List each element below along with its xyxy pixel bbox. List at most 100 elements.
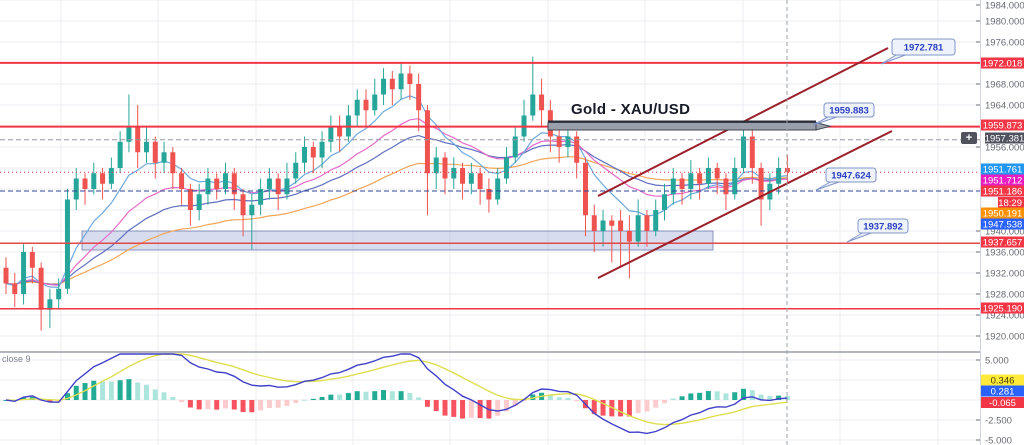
macd-hist-bar: [64, 393, 70, 400]
candle-body: [117, 141, 123, 168]
macd-hist-bar: [451, 400, 457, 417]
candle-body: [363, 99, 369, 111]
candle: [337, 115, 343, 153]
macd-hist-bar: [381, 390, 387, 400]
candle: [363, 89, 369, 126]
macd-hist-bar: [205, 400, 211, 410]
macd-hist-bar: [302, 399, 308, 401]
candle-body: [108, 168, 114, 184]
macd-hist-bar: [56, 400, 62, 403]
candle: [249, 194, 255, 250]
candle-body: [73, 178, 79, 200]
candle-body: [389, 78, 395, 90]
candle-body: [249, 204, 255, 216]
ma-line-dark-blue: [5, 134, 788, 286]
macd-hist-bar: [521, 400, 527, 401]
supply-zone-band[interactable]: [547, 120, 832, 131]
candle: [442, 152, 448, 195]
macd-hist-bar: [618, 400, 624, 417]
demand-zone-rectangle[interactable]: [81, 230, 714, 251]
callout-box: [857, 218, 909, 234]
candle: [187, 183, 193, 226]
price-label-text: 1951.186: [983, 187, 1023, 198]
candle: [231, 168, 237, 210]
candle: [433, 147, 439, 189]
candle: [170, 147, 176, 189]
candle: [749, 128, 755, 184]
candle-body: [442, 157, 448, 179]
axis-tick-label: 1932.000: [985, 269, 1024, 280]
macd-hist-bar: [714, 391, 720, 400]
candle: [679, 173, 685, 205]
candle: [565, 126, 571, 158]
candle-body: [539, 94, 545, 111]
plus-button-box: [961, 132, 977, 144]
price-label-box: [981, 236, 1024, 248]
macd-hist-bar: [223, 400, 228, 409]
trend-channel-lower-line[interactable]: [597, 130, 893, 279]
price-callout-1959-883[interactable]: 1959.883: [812, 102, 875, 126]
candle: [135, 105, 141, 168]
macd-hist-bar: [697, 392, 703, 400]
candle-body: [152, 141, 158, 163]
macd-hist-bar: [275, 400, 281, 408]
macd-hist-bar: [231, 400, 237, 410]
price-axis-label: 1950.191: [981, 207, 1024, 220]
price-axis[interactable]: 1984.000 1980.000 1976.000 1968.000 1964.000…: [976, 0, 1024, 445]
candle-body: [697, 173, 703, 184]
price-label-text: 1937.657: [983, 238, 1023, 249]
candle-body: [758, 168, 764, 200]
candle: [82, 173, 88, 205]
candle: [91, 162, 97, 195]
axis-tick-label: 1928.000: [985, 290, 1024, 301]
price-label-box: [981, 218, 1024, 230]
macd-hist-bar: [732, 392, 738, 400]
candle-body: [82, 178, 88, 189]
candle: [161, 141, 167, 174]
add-alert-plus-button[interactable]: +: [961, 132, 977, 144]
indicator-params-label[interactable]: close 9: [2, 354, 31, 364]
candle-body: [582, 162, 588, 216]
candle-body: [600, 220, 606, 231]
macd-hist-bar: [117, 380, 123, 400]
price-label-text: 1972.018: [983, 59, 1023, 70]
candle-body: [231, 173, 237, 195]
axis-tick-label: 1940.000: [985, 227, 1024, 238]
candle: [723, 173, 729, 210]
candle-body: [12, 283, 18, 294]
price-callout-1947-624[interactable]: 1947.624: [815, 167, 877, 191]
candle-body: [618, 220, 624, 231]
candlestick-series: [3, 56, 790, 331]
price-label-box: [981, 374, 1024, 386]
macd-hist-bar: [424, 400, 430, 407]
candle-body: [626, 231, 632, 242]
candle: [556, 127, 562, 163]
price-callout-1972-781[interactable]: 1972.781: [880, 38, 956, 65]
macd-hist-bar: [767, 396, 773, 400]
candle: [152, 136, 158, 179]
candle-body: [512, 136, 518, 158]
axis-tick-label: 1980.000: [985, 17, 1024, 28]
axis-tick-label: 1968.000: [985, 80, 1024, 91]
candle: [117, 131, 123, 174]
candle: [582, 157, 588, 237]
candle-body: [776, 168, 782, 184]
candle: [705, 157, 711, 189]
macd-hist-bar: [319, 396, 325, 400]
macd-hist-bar: [741, 388, 747, 400]
candle: [407, 65, 413, 100]
candle-body: [591, 215, 597, 231]
macd-hist-bar: [644, 400, 650, 412]
price-label-text: 1959.873: [983, 121, 1023, 132]
macd-hist-bar: [47, 400, 53, 403]
candle: [73, 168, 79, 210]
price-callout-1937-892[interactable]: 1937.892: [846, 218, 909, 243]
candle: [530, 56, 536, 121]
macd-hist-bar: [565, 397, 571, 400]
macd-hist-bar: [749, 390, 755, 400]
chart-plot-area[interactable]: [0, 0, 980, 445]
candle: [574, 131, 580, 179]
macd-hist-bar: [179, 400, 185, 402]
price-axis-label: 1951.761: [981, 163, 1024, 176]
